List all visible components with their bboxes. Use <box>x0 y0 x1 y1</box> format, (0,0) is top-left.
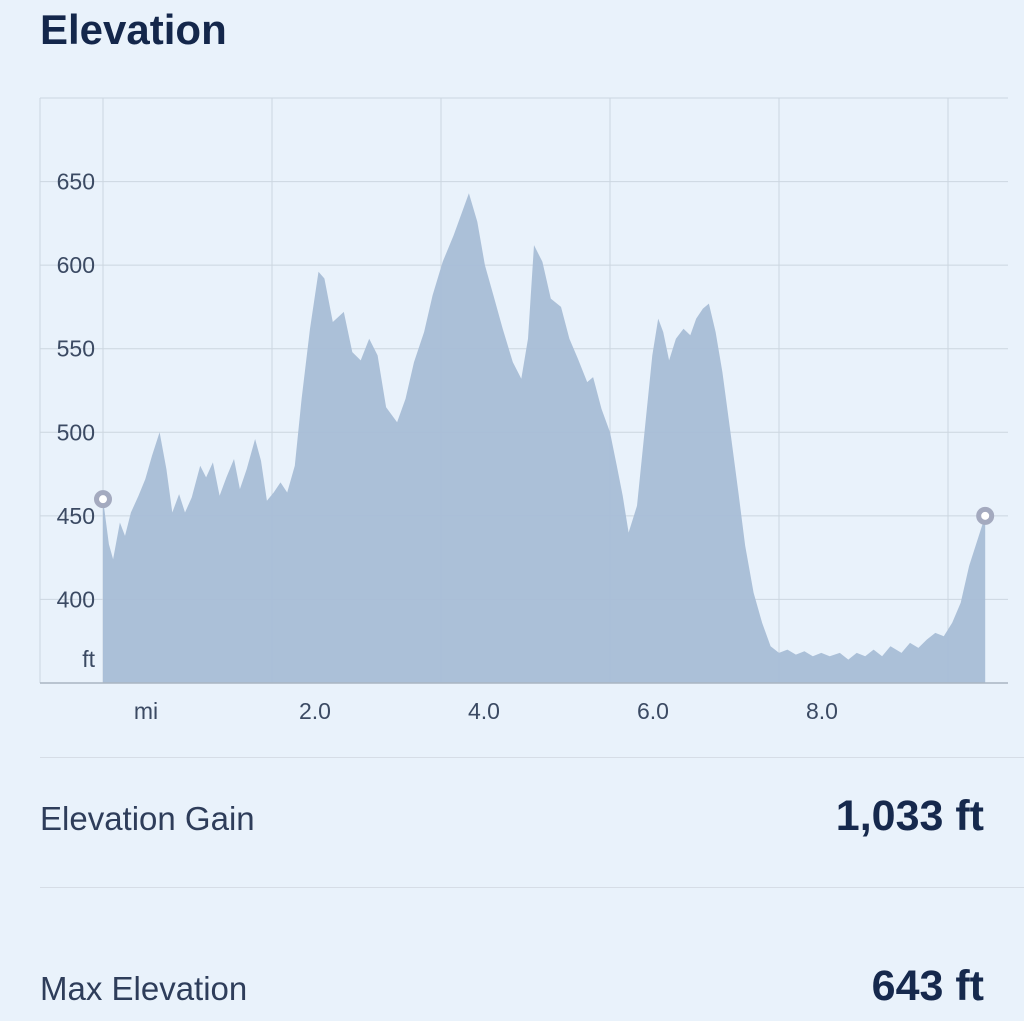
stat-row-elevation-gain: Elevation Gain 1,033 ft <box>40 792 984 841</box>
end-marker <box>976 506 995 525</box>
elevation-area <box>103 193 986 684</box>
start-marker <box>94 490 112 509</box>
y-tick-label: 450 <box>57 503 95 529</box>
x-tick-label: 6.0 <box>637 698 669 724</box>
x-tick-label: 4.0 <box>468 698 500 724</box>
divider <box>40 757 1024 758</box>
y-tick-label: 400 <box>57 586 95 612</box>
y-tick-label: 550 <box>57 336 95 362</box>
y-tick-label: 600 <box>57 252 95 278</box>
y-tick-label: 500 <box>57 419 95 445</box>
x-tick-label: mi <box>134 698 158 724</box>
stat-row-max-elevation: Max Elevation 643 ft <box>40 962 984 1011</box>
elevation-chart[interactable]: 400 450 500 550 600 650 ft mi 2.0 4.0 6.0 8.0 <box>0 97 1024 747</box>
page-title: Elevation <box>40 6 227 53</box>
elevation-gain-value: 1,033 ft <box>835 792 984 840</box>
max-elevation-value: 643 ft <box>871 962 984 1010</box>
max-elevation-label: Max Elevation <box>40 970 248 1007</box>
divider <box>40 887 1024 888</box>
x-tick-label: 2.0 <box>299 698 331 724</box>
x-tick-label: 8.0 <box>806 698 838 724</box>
elevation-gain-label: Elevation Gain <box>40 800 255 837</box>
y-axis-unit-label: ft <box>82 646 95 672</box>
y-tick-label: 650 <box>57 169 95 195</box>
